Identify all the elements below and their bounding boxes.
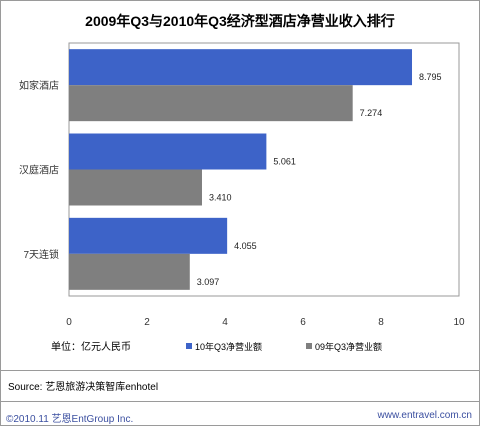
legend-swatch [186, 343, 192, 349]
bar [69, 169, 202, 206]
footer-divider [0, 401, 480, 402]
legend-label: 10年Q3净营业额 [195, 341, 262, 352]
data-label: 5.061 [273, 157, 296, 167]
data-label: 7.274 [360, 108, 383, 118]
data-label: 4.055 [234, 241, 257, 251]
bar [69, 85, 353, 122]
data-label: 3.097 [197, 277, 220, 287]
bar [69, 217, 228, 254]
category-label: 汉庭酒店 [19, 164, 59, 177]
x-tick-label: 2 [144, 317, 150, 328]
x-tick-label: 0 [66, 317, 72, 328]
category-label: 如家酒店 [19, 79, 59, 92]
data-label: 3.410 [209, 193, 232, 203]
bar [69, 253, 190, 290]
x-tick-label: 4 [222, 317, 228, 328]
x-tick-label: 6 [300, 317, 306, 328]
legend-swatch [306, 343, 312, 349]
bar [69, 49, 413, 86]
category-label: 7天连锁 [23, 248, 59, 261]
unit-label: 单位：亿元人民币 [51, 340, 131, 353]
data-label: 8.795 [419, 72, 442, 82]
x-tick-label: 8 [378, 317, 384, 328]
legend-label: 09年Q3净营业额 [315, 341, 382, 352]
footer-website: www.entravel.com.cn [377, 410, 472, 421]
chart-title: 2009年Q3与2010年Q3经济型酒店净营业收入排行 [85, 13, 395, 29]
footer-copyright: ©2010.11 艺恩EntGroup Inc. [6, 414, 134, 425]
bar [69, 133, 267, 170]
source-divider [0, 370, 480, 371]
source-text: Source: 艺恩旅游决策智库enhotel [8, 382, 159, 393]
x-tick-label: 10 [453, 317, 465, 328]
